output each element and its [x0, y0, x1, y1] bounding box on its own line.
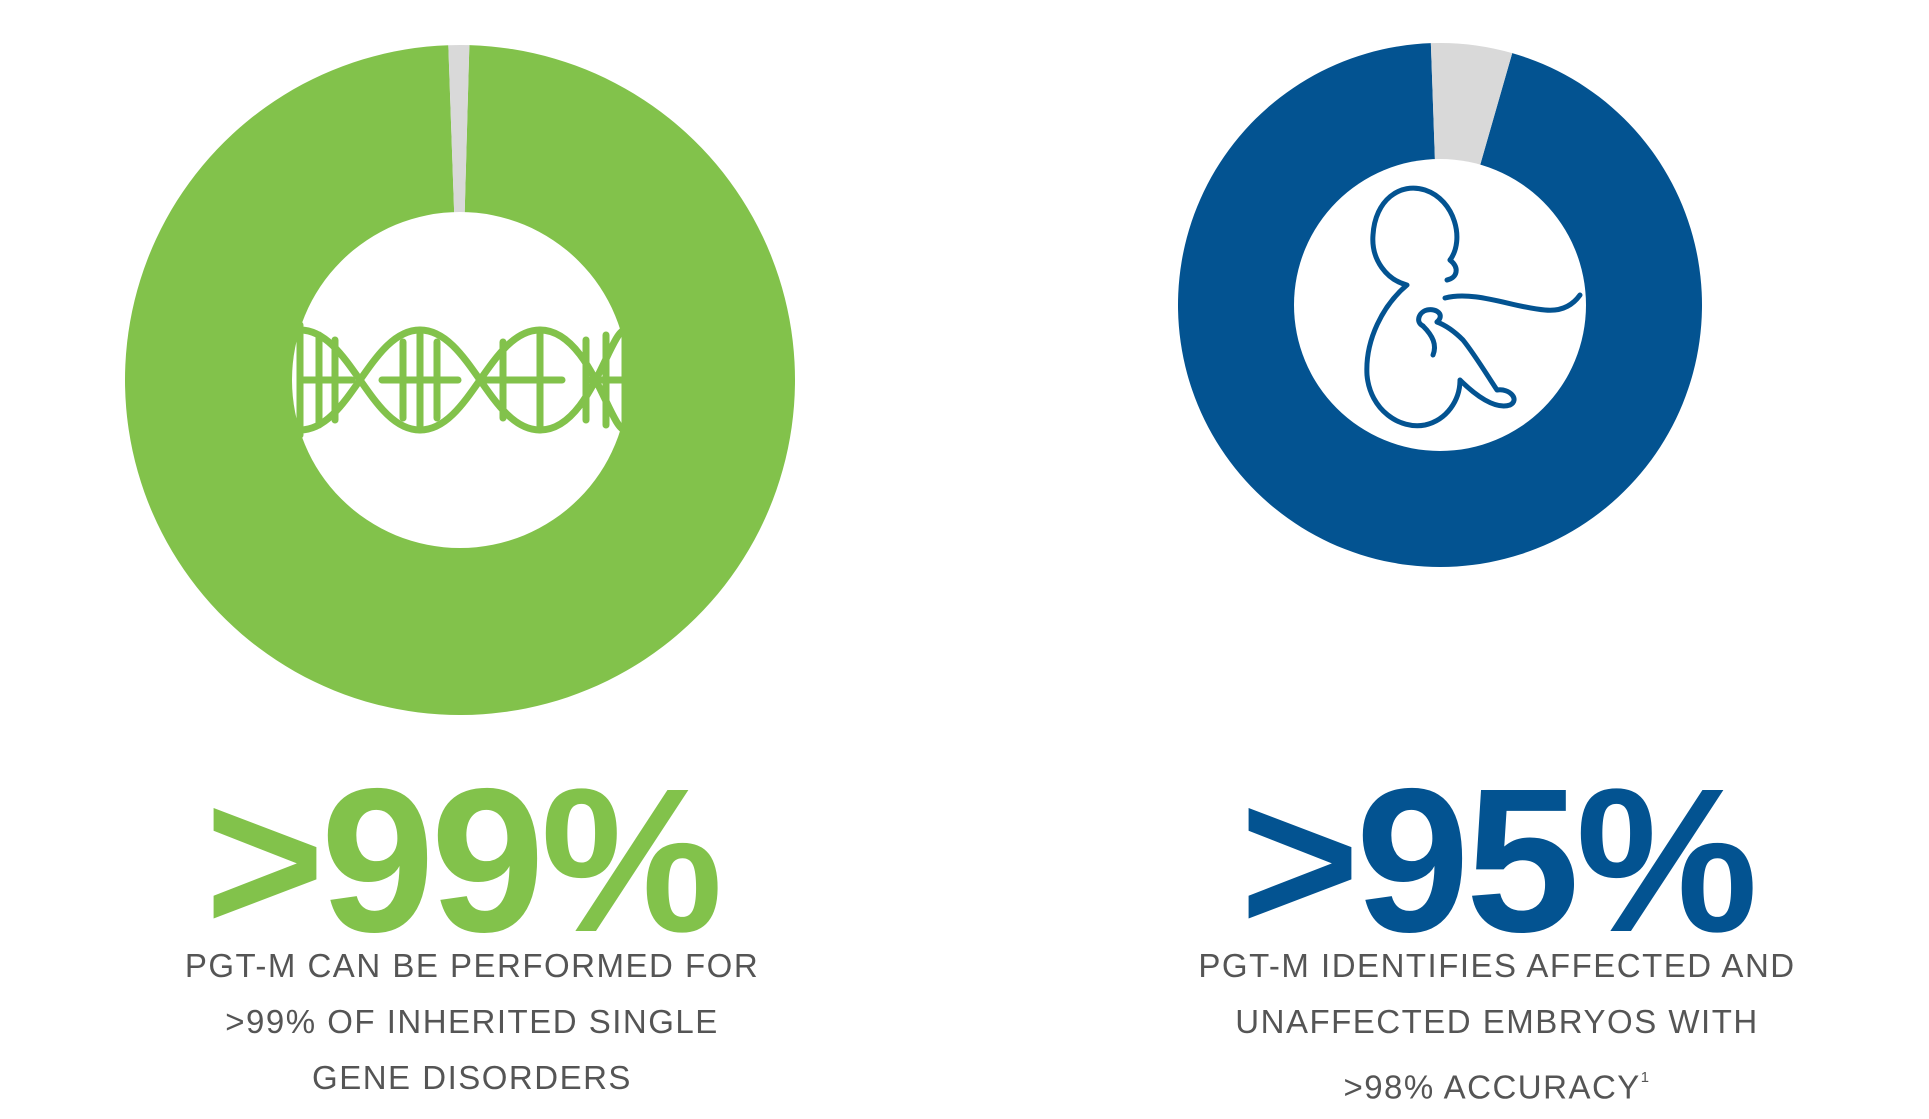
caption-line: >98% ACCURACY1	[1015, 1050, 1929, 1115]
stat-value: >99%	[204, 746, 723, 975]
stat-panel-single-gene: >99% PGT-M CAN BE PERFORMED FOR >99% OF …	[0, 0, 964, 1119]
caption-line: GENE DISORDERS	[312, 1059, 632, 1096]
caption-text: >98% ACCURACY	[1343, 1068, 1641, 1106]
caption-line: PGT-M CAN BE PERFORMED FOR	[184, 947, 760, 984]
stat-caption: PGT-M CAN BE PERFORMED FOR >99% OF INHER…	[0, 938, 954, 1106]
caption-line: PGT-M IDENTIFIES AFFECTED AND	[1198, 947, 1796, 984]
stat-value: >95%	[1239, 746, 1758, 975]
dna-helix-icon	[296, 321, 629, 439]
caption-line: >99% OF INHERITED SINGLE	[225, 1003, 719, 1040]
footnote-marker: 1	[1640, 1070, 1651, 1086]
stat-caption: PGT-M IDENTIFIES AFFECTED AND UNAFFECTED…	[1015, 938, 1929, 1115]
caption-line: UNAFFECTED EMBRYOS WITH	[1235, 1003, 1759, 1040]
donut-hole	[1294, 159, 1586, 451]
donut-chart-single-gene	[124, 44, 796, 715]
stat-panel-accuracy: >95% PGT-M IDENTIFIES AFFECTED AND UNAFF…	[965, 0, 1929, 1119]
fetus-icon	[1364, 185, 1583, 429]
donut-chart-accuracy	[1178, 43, 1702, 567]
